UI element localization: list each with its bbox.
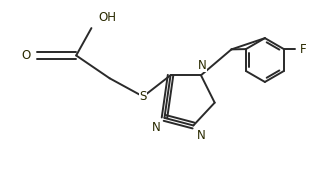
Text: S: S [139, 90, 147, 103]
Text: OH: OH [98, 11, 116, 24]
Text: N: N [197, 128, 206, 141]
Text: F: F [300, 43, 307, 56]
Text: N: N [198, 59, 207, 72]
Text: N: N [152, 121, 161, 134]
Text: O: O [21, 49, 30, 62]
